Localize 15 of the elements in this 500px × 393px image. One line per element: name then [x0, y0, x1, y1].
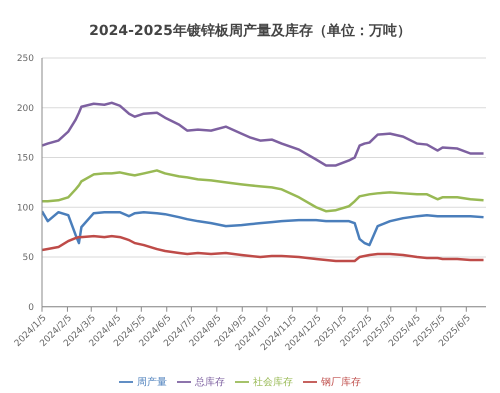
chart-title: 2024-2025年镀锌板周产量及库存（单位：万吨）	[88, 22, 412, 40]
y-tick-label: 250	[16, 54, 34, 64]
y-tick-label: 0	[28, 302, 34, 313]
line-series	[42, 210, 485, 246]
y-tick-label: 100	[16, 203, 34, 214]
y-tick-label: 150	[16, 154, 34, 164]
legend-label: 社会库存	[253, 376, 293, 388]
y-tick-label: 200	[16, 104, 34, 114]
legend-label: 周产量	[137, 376, 167, 388]
legend-label: 钢厂库存	[321, 376, 361, 388]
line-series	[42, 102, 485, 167]
line-series	[42, 234, 485, 262]
legend-label: 总库存	[195, 376, 225, 388]
line-series	[42, 169, 485, 212]
y-tick-label: 50	[22, 253, 34, 264]
